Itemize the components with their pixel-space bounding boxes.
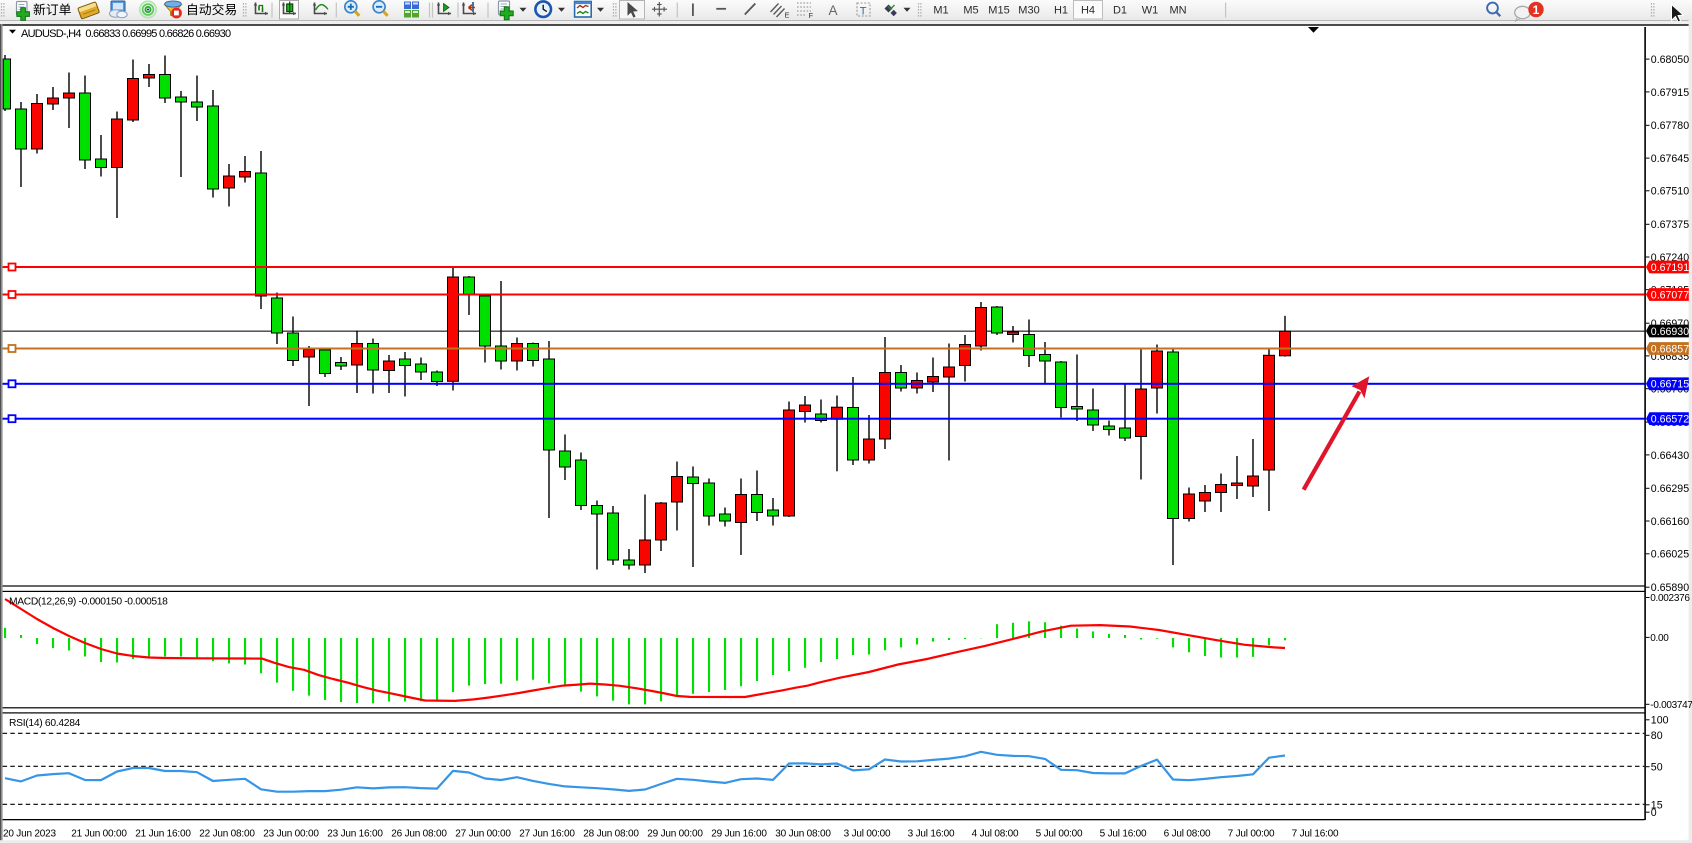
- svg-text:22 Jun 08:00: 22 Jun 08:00: [199, 829, 255, 840]
- svg-text:0.002376: 0.002376: [1650, 593, 1690, 604]
- svg-text:0.66857: 0.66857: [1651, 343, 1689, 355]
- svg-text:6 Jul 08:00: 6 Jul 08:00: [1164, 829, 1211, 840]
- svg-text:23 Jun 16:00: 23 Jun 16:00: [327, 829, 383, 840]
- svg-text:0.68050: 0.68050: [1651, 54, 1689, 66]
- svg-text:26 Jun 08:00: 26 Jun 08:00: [391, 829, 447, 840]
- svg-text:0: 0: [1651, 807, 1657, 819]
- svg-text:50: 50: [1651, 762, 1663, 774]
- svg-text:0.00: 0.00: [1650, 633, 1669, 644]
- svg-text:80: 80: [1651, 730, 1663, 742]
- svg-text:0.67510: 0.67510: [1651, 186, 1689, 198]
- svg-text:W1: W1: [1142, 5, 1159, 17]
- svg-text:28 Jun 08:00: 28 Jun 08:00: [583, 829, 639, 840]
- svg-text:0.66930: 0.66930: [1651, 326, 1689, 338]
- svg-text:T: T: [860, 5, 867, 17]
- svg-text:AUDUSD-,H4 0.66833 0.66995 0.: AUDUSD-,H4 0.66833 0.66995 0.66826 0.669…: [21, 28, 231, 40]
- svg-text:-0.003747: -0.003747: [1650, 700, 1692, 711]
- svg-text:0.67375: 0.67375: [1651, 219, 1689, 231]
- svg-text:E: E: [785, 11, 790, 20]
- svg-text:F: F: [809, 11, 814, 20]
- svg-text:5 Jul 00:00: 5 Jul 00:00: [1036, 829, 1083, 840]
- svg-text:0.65890: 0.65890: [1651, 582, 1689, 594]
- svg-text:5 Jul 16:00: 5 Jul 16:00: [1100, 829, 1147, 840]
- svg-text:M30: M30: [1018, 5, 1039, 17]
- svg-text:29 Jun 00:00: 29 Jun 00:00: [647, 829, 703, 840]
- svg-text:MN: MN: [1169, 5, 1186, 17]
- svg-text:23 Jun 00:00: 23 Jun 00:00: [263, 829, 319, 840]
- svg-text:15: 15: [1651, 800, 1663, 812]
- svg-text:21 Jun 16:00: 21 Jun 16:00: [135, 829, 191, 840]
- svg-text:3 Jul 16:00: 3 Jul 16:00: [908, 829, 955, 840]
- svg-text:100: 100: [1651, 715, 1669, 727]
- svg-text:0.66160: 0.66160: [1651, 516, 1689, 528]
- svg-text:0.67645: 0.67645: [1651, 153, 1689, 165]
- svg-text:0.67915: 0.67915: [1651, 87, 1689, 99]
- svg-text:7 Jul 16:00: 7 Jul 16:00: [1292, 829, 1339, 840]
- svg-text:A: A: [829, 3, 838, 18]
- svg-text:0.67191: 0.67191: [1651, 262, 1689, 274]
- svg-text:30 Jun 08:00: 30 Jun 08:00: [775, 829, 831, 840]
- svg-text:0.66295: 0.66295: [1651, 483, 1689, 495]
- svg-text:MACD(12,26,9) -0.000150 -0.000: MACD(12,26,9) -0.000150 -0.000518: [9, 597, 168, 608]
- svg-text:M5: M5: [963, 5, 978, 17]
- svg-text:0.66025: 0.66025: [1651, 549, 1689, 561]
- svg-text:21 Jun 00:00: 21 Jun 00:00: [71, 829, 127, 840]
- svg-text:RSI(14) 60.4284: RSI(14) 60.4284: [9, 718, 81, 729]
- svg-text:M15: M15: [988, 5, 1009, 17]
- svg-text:7 Jul 00:00: 7 Jul 00:00: [1228, 829, 1275, 840]
- svg-text:0.66715: 0.66715: [1651, 379, 1689, 391]
- svg-text:0.67780: 0.67780: [1651, 120, 1689, 132]
- svg-text:27 Jun 00:00: 27 Jun 00:00: [455, 829, 511, 840]
- svg-text:0.67077: 0.67077: [1651, 289, 1689, 301]
- svg-text:4 Jul 08:00: 4 Jul 08:00: [972, 829, 1019, 840]
- svg-text:29 Jun 16:00: 29 Jun 16:00: [711, 829, 767, 840]
- svg-text:20 Jun 2023: 20 Jun 2023: [3, 829, 56, 840]
- svg-text:D1: D1: [1113, 5, 1127, 17]
- svg-text:1: 1: [1533, 3, 1540, 17]
- svg-text:H1: H1: [1054, 5, 1068, 17]
- svg-text:27 Jun 16:00: 27 Jun 16:00: [519, 829, 575, 840]
- svg-text:H4: H4: [1081, 5, 1095, 17]
- svg-text:M1: M1: [933, 5, 948, 17]
- svg-text:3 Jul 00:00: 3 Jul 00:00: [844, 829, 891, 840]
- svg-text:0.66430: 0.66430: [1651, 450, 1689, 462]
- svg-text:0.66572: 0.66572: [1651, 414, 1689, 426]
